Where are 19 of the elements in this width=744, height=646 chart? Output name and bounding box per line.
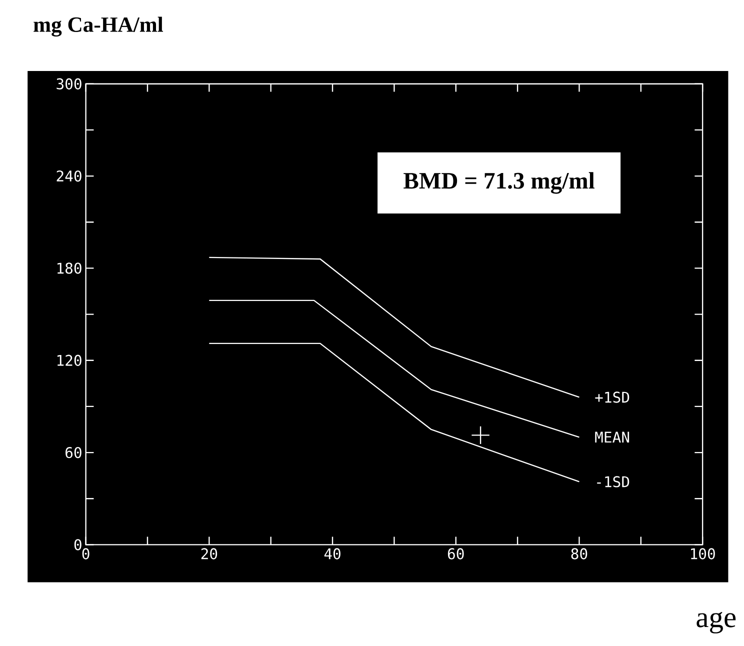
- annotation: BMD = 71.3 mg/ml: [404, 172, 594, 194]
- series-label: -1SD: [597, 476, 630, 488]
- x-tick-label: 0: [82, 548, 90, 560]
- y-tick-label: 0: [74, 538, 82, 550]
- x-axis-title: age: [696, 612, 736, 634]
- y-axis-title: mg Ca-HA/ml: [34, 16, 164, 36]
- x-tick-label: 40: [324, 548, 340, 560]
- series-label: +1SD: [595, 391, 630, 403]
- y-tick-label: 60: [66, 446, 82, 458]
- line-series: [208, 256, 580, 398]
- x-tick-label: 60: [448, 548, 464, 560]
- y-tick-label: 240: [56, 170, 82, 182]
- x-tick-label: 100: [691, 548, 715, 560]
- y-tick-label: 300: [56, 78, 82, 90]
- y-tick-label: 180: [57, 262, 82, 274]
- series-label: MEAN: [595, 432, 630, 442]
- x-tick-label: 80: [571, 548, 588, 560]
- y-tick-label: 120: [57, 354, 82, 366]
- x-tick-label: 20: [201, 548, 218, 560]
